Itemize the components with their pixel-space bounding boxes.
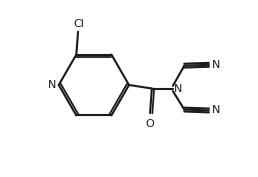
Text: N: N: [212, 105, 220, 115]
Text: O: O: [146, 119, 155, 129]
Text: N: N: [174, 84, 182, 94]
Text: Cl: Cl: [74, 19, 84, 29]
Text: N: N: [212, 60, 220, 70]
Text: N: N: [48, 80, 56, 90]
